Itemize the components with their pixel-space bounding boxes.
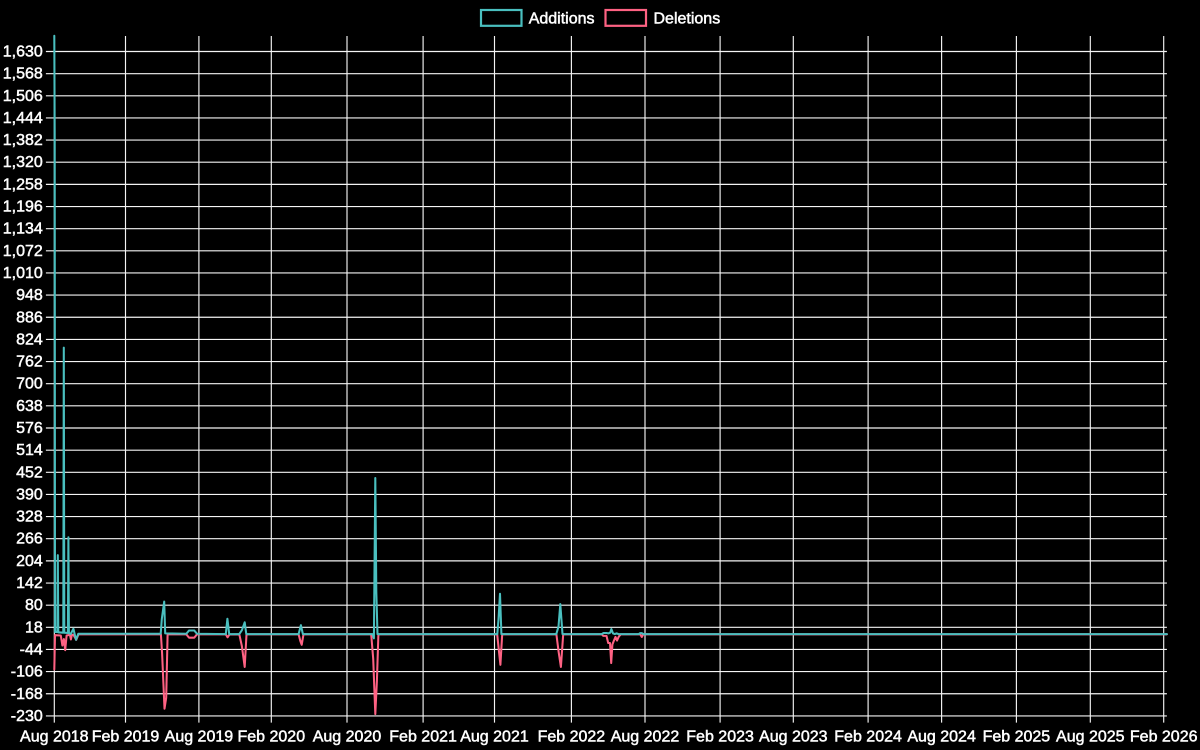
svg-text:Aug 2021: Aug 2021 — [460, 729, 529, 746]
svg-text:1,630: 1,630 — [3, 44, 43, 61]
svg-text:80: 80 — [25, 597, 43, 614]
svg-text:1,196: 1,196 — [3, 199, 43, 216]
svg-text:1,506: 1,506 — [3, 88, 43, 105]
svg-text:824: 824 — [16, 331, 43, 348]
svg-text:Feb 2026: Feb 2026 — [1130, 729, 1198, 746]
svg-text:Feb 2023: Feb 2023 — [686, 729, 754, 746]
svg-text:Feb 2020: Feb 2020 — [237, 729, 305, 746]
svg-text:576: 576 — [16, 420, 43, 437]
svg-text:1,134: 1,134 — [3, 221, 43, 238]
svg-text:204: 204 — [16, 553, 43, 570]
svg-text:Aug 2022: Aug 2022 — [611, 729, 680, 746]
svg-text:762: 762 — [16, 354, 43, 371]
svg-text:948: 948 — [16, 287, 43, 304]
svg-text:514: 514 — [16, 442, 43, 459]
svg-text:1,444: 1,444 — [3, 110, 43, 127]
svg-text:1,382: 1,382 — [3, 132, 43, 149]
svg-text:266: 266 — [16, 531, 43, 548]
svg-text:Feb 2021: Feb 2021 — [389, 729, 457, 746]
svg-text:Feb 2025: Feb 2025 — [983, 729, 1051, 746]
svg-text:Aug 2018: Aug 2018 — [20, 729, 89, 746]
svg-text:Additions: Additions — [529, 10, 595, 27]
svg-text:Aug 2020: Aug 2020 — [313, 729, 382, 746]
svg-text:1,072: 1,072 — [3, 243, 43, 260]
svg-text:452: 452 — [16, 464, 43, 481]
svg-text:Aug 2023: Aug 2023 — [759, 729, 828, 746]
svg-text:1,320: 1,320 — [3, 154, 43, 171]
svg-text:328: 328 — [16, 509, 43, 526]
svg-text:Deletions: Deletions — [654, 10, 721, 27]
svg-text:Feb 2022: Feb 2022 — [538, 729, 606, 746]
svg-text:142: 142 — [16, 575, 43, 592]
svg-text:18: 18 — [25, 619, 43, 636]
svg-text:638: 638 — [16, 398, 43, 415]
svg-text:1,568: 1,568 — [3, 66, 43, 83]
svg-text:-230: -230 — [11, 708, 43, 725]
svg-text:1,010: 1,010 — [3, 265, 43, 282]
svg-text:1,258: 1,258 — [3, 176, 43, 193]
svg-text:886: 886 — [16, 309, 43, 326]
svg-text:Aug 2024: Aug 2024 — [907, 729, 976, 746]
svg-text:Feb 2019: Feb 2019 — [92, 729, 160, 746]
svg-text:700: 700 — [16, 376, 43, 393]
svg-text:390: 390 — [16, 486, 43, 503]
svg-text:-106: -106 — [11, 664, 43, 681]
svg-text:Feb 2024: Feb 2024 — [834, 729, 902, 746]
svg-text:Aug 2025: Aug 2025 — [1056, 729, 1125, 746]
svg-text:Aug 2019: Aug 2019 — [165, 729, 234, 746]
svg-text:-44: -44 — [20, 641, 43, 658]
svg-text:-168: -168 — [11, 686, 43, 703]
